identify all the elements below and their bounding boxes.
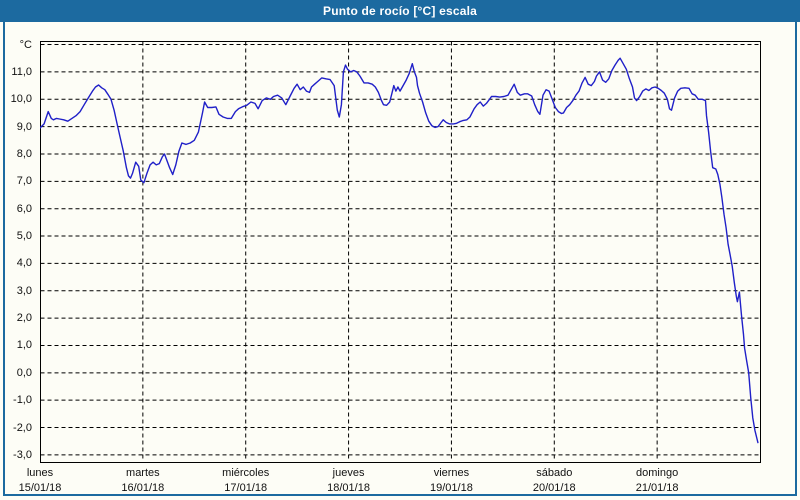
y-axis-tick-label: 0,0 — [16, 366, 32, 379]
y-axis-tick-label: 6,0 — [16, 202, 32, 215]
y-axis-tick-label: 10,0 — [10, 93, 32, 106]
y-axis-unit-label: °C — [19, 38, 32, 51]
x-axis-weekday-label: martes — [126, 467, 160, 479]
x-axis-weekday-label: miércoles — [222, 467, 270, 479]
dew-point-series-line — [40, 57, 759, 444]
x-axis-date-label: 17/01/18 — [224, 482, 268, 494]
y-axis-tick-label: -2,0 — [13, 421, 32, 434]
x-axis-date-label: 21/01/18 — [635, 482, 679, 494]
plot-area — [40, 41, 761, 463]
y-axis-tick-label: -1,0 — [13, 394, 32, 407]
plot-border — [40, 41, 761, 463]
x-axis-date-label: 15/01/18 — [18, 482, 62, 494]
title-bar: Punto de rocío [°C] escala — [0, 0, 800, 22]
x-axis-date-label: 18/01/18 — [327, 482, 370, 494]
x-axis-date-label: 16/01/18 — [121, 482, 165, 494]
x-axis-weekday-label: jueves — [332, 467, 365, 479]
y-axis-tick-label: 11,0 — [11, 65, 32, 78]
x-axis-date-label: 20/01/18 — [532, 482, 576, 494]
x-axis-weekday-label: sábado — [536, 467, 573, 479]
y-axis-tick-label: 7,0 — [16, 175, 32, 188]
y-axis-tick-label: 4,0 — [16, 257, 32, 270]
x-axis-weekday-label: lunes — [26, 467, 54, 479]
x-axis-weekday-label: viernes — [433, 467, 470, 479]
y-axis-tick-label: 2,0 — [16, 312, 32, 325]
y-axis-tick-label: 8,0 — [16, 147, 32, 160]
chart-title: Punto de rocío [°C] escala — [322, 4, 478, 18]
y-axis-tick-label: 1,0 — [16, 339, 32, 352]
y-axis-tick-label: 9,0 — [16, 120, 32, 133]
x-axis-weekday-label: domingo — [636, 467, 679, 479]
y-axis-tick-label: -3,0 — [13, 448, 32, 461]
y-axis-tick-label: 3,0 — [16, 284, 32, 297]
y-axis-tick-label: 5,0 — [16, 230, 32, 243]
x-axis-date-label: 19/01/18 — [430, 482, 473, 494]
